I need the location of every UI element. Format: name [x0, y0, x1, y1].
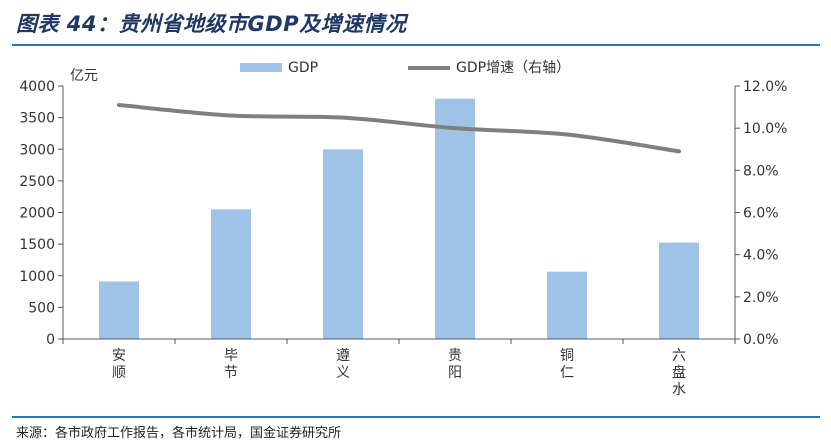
- x-tick-label: 义: [336, 365, 350, 381]
- x-tick-label: 阳: [448, 365, 462, 381]
- x-tick-label: 六: [672, 348, 686, 364]
- bottom-rule: [12, 416, 820, 418]
- y-tick-label-left: 1500: [19, 237, 55, 253]
- top-rule: [12, 44, 820, 46]
- y-tick-label-left: 3500: [19, 111, 55, 127]
- x-tick-label: 顺: [112, 365, 126, 381]
- y-tick-label-left: 2000: [19, 206, 55, 222]
- gdp-bar: [547, 271, 587, 339]
- y-tick-label-left: 0: [46, 332, 55, 348]
- gdp-bar: [323, 149, 363, 339]
- gdp-bar: [211, 209, 251, 339]
- x-tick-label: 毕: [224, 348, 238, 364]
- source-note: 来源：各市政府工作报告，各市统计局，国金证券研究所: [16, 426, 342, 441]
- legend-label-growth: GDP增速（右轴）: [456, 60, 570, 76]
- x-tick-label: 节: [224, 365, 238, 381]
- legend-swatch-gdp: [240, 63, 282, 72]
- y-tick-label-left: 1000: [19, 269, 55, 285]
- gdp-bar: [435, 98, 475, 340]
- y-tick-label-right: 12.0%: [743, 79, 787, 95]
- y-tick-label-right: 10.0%: [743, 121, 787, 137]
- x-tick-label: 安: [112, 348, 126, 364]
- y-tick-label-right: 4.0%: [743, 248, 779, 264]
- gdp-bar: [99, 281, 139, 339]
- y-tick-label-left: 3000: [19, 142, 55, 158]
- legend-label-gdp: GDP: [288, 60, 318, 76]
- x-tick-label: 遵: [336, 347, 350, 364]
- x-tick-label: 仁: [560, 365, 574, 381]
- x-tick-label: 盘: [672, 364, 686, 381]
- gdp-bar: [659, 242, 699, 339]
- y-tick-label-left: 500: [28, 300, 55, 316]
- x-tick-label: 铜: [560, 348, 574, 364]
- y-tick-label-left: 2500: [19, 174, 55, 190]
- y-axis-label: 亿元: [70, 68, 98, 84]
- y-tick-label-right: 8.0%: [743, 163, 779, 179]
- gdp-growth-line: [117, 102, 681, 154]
- y-tick-label-right: 0.0%: [743, 332, 779, 348]
- y-tick-label-left: 4000: [19, 79, 55, 95]
- figure-title: 图表 44：贵州省地级市GDP及增速情况: [16, 12, 407, 36]
- x-tick-label: 贵: [448, 348, 462, 364]
- y-tick-label-right: 6.0%: [743, 206, 779, 222]
- x-tick-label: 水: [672, 382, 686, 398]
- y-tick-label-right: 2.0%: [743, 290, 779, 306]
